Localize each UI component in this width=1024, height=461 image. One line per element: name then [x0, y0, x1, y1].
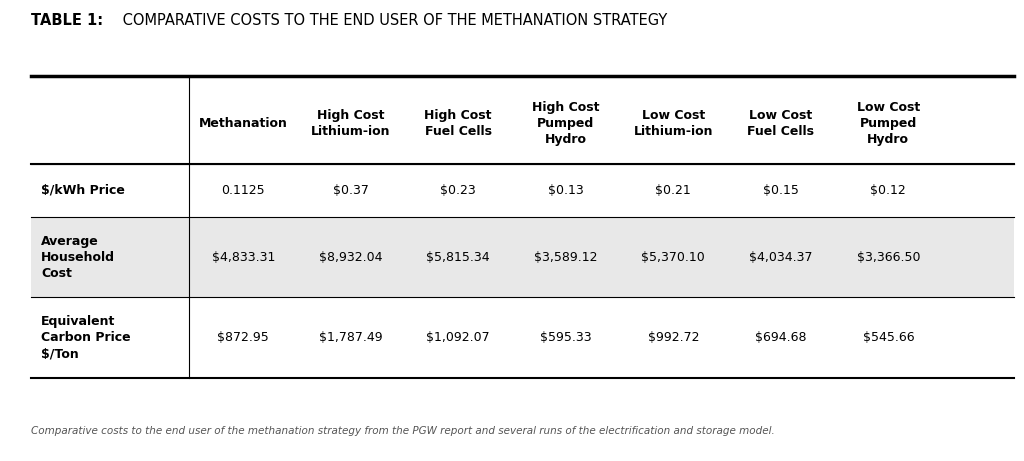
Text: Equivalent
Carbon Price
$/Ton: Equivalent Carbon Price $/Ton	[41, 315, 131, 360]
Text: $0.15: $0.15	[763, 183, 799, 197]
Text: $545.66: $545.66	[862, 331, 914, 344]
Text: Low Cost
Lithium-ion: Low Cost Lithium-ion	[634, 109, 713, 138]
Text: High Cost
Pumped
Hydro: High Cost Pumped Hydro	[532, 101, 599, 146]
Text: $0.23: $0.23	[440, 183, 476, 197]
Text: $4,833.31: $4,833.31	[212, 250, 274, 264]
Text: $0.13: $0.13	[548, 183, 584, 197]
Text: Low Cost
Fuel Cells: Low Cost Fuel Cells	[748, 109, 814, 138]
Text: $5,370.10: $5,370.10	[641, 250, 706, 264]
Text: $872.95: $872.95	[217, 331, 269, 344]
Text: $1,787.49: $1,787.49	[318, 331, 383, 344]
Text: High Cost
Fuel Cells: High Cost Fuel Cells	[425, 109, 492, 138]
Text: $595.33: $595.33	[540, 331, 592, 344]
Text: 0.1125: 0.1125	[221, 183, 265, 197]
Text: Methanation: Methanation	[199, 117, 288, 130]
Text: $0.21: $0.21	[655, 183, 691, 197]
Text: COMPARATIVE COSTS TO THE END USER OF THE METHANATION STRATEGY: COMPARATIVE COSTS TO THE END USER OF THE…	[118, 12, 667, 28]
Text: $5,815.34: $5,815.34	[426, 250, 490, 264]
FancyBboxPatch shape	[31, 83, 1014, 164]
Text: $1,092.07: $1,092.07	[426, 331, 490, 344]
Text: Comparative costs to the end user of the methanation strategy from the PGW repor: Comparative costs to the end user of the…	[31, 426, 774, 436]
Text: $0.37: $0.37	[333, 183, 369, 197]
Text: High Cost
Lithium-ion: High Cost Lithium-ion	[311, 109, 390, 138]
Text: TABLE 1:: TABLE 1:	[31, 12, 102, 28]
Text: Low Cost
Pumped
Hydro: Low Cost Pumped Hydro	[857, 101, 920, 146]
Text: $0.12: $0.12	[870, 183, 906, 197]
Text: $3,589.12: $3,589.12	[534, 250, 598, 264]
Text: $694.68: $694.68	[755, 331, 807, 344]
Text: Average
Household
Cost: Average Household Cost	[41, 235, 115, 279]
FancyBboxPatch shape	[31, 217, 1014, 297]
Text: $/kWh Price: $/kWh Price	[41, 183, 125, 197]
Text: $8,932.04: $8,932.04	[318, 250, 383, 264]
Text: $4,034.37: $4,034.37	[749, 250, 813, 264]
Text: $992.72: $992.72	[647, 331, 699, 344]
Text: $3,366.50: $3,366.50	[856, 250, 921, 264]
